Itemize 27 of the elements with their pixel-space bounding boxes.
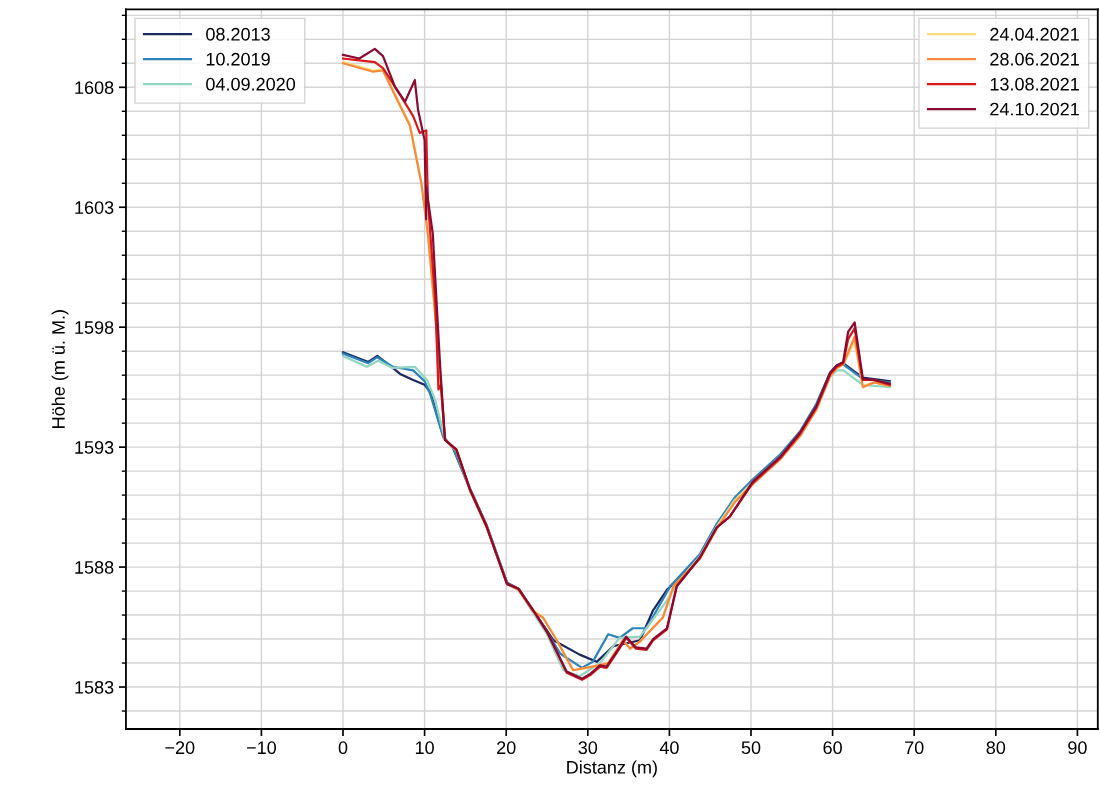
legend-label: 24.10.2021 <box>990 102 1079 116</box>
y-tick-label: 1583 <box>75 680 114 694</box>
y-tick-label: 1598 <box>75 321 114 334</box>
y-tick-label: 1593 <box>75 441 114 454</box>
legend-label: 10.2019 <box>206 52 270 66</box>
legend-label: 04.09.2020 <box>206 77 296 91</box>
x-tick-label: 80 <box>986 741 1006 755</box>
legend-label: 24.04.2021 <box>990 27 1079 41</box>
legend-label: 08.2013 <box>206 27 270 41</box>
x-tick-label: 70 <box>905 741 924 755</box>
x-tick-label: 50 <box>741 741 761 755</box>
x-tick-label: 30 <box>578 741 598 755</box>
x-axis-title: Distanz (m) <box>567 760 657 778</box>
x-tick-label: 10 <box>415 741 434 755</box>
y-tick-label: 1603 <box>75 201 114 214</box>
y-tick-label: 1588 <box>75 561 114 574</box>
legend-label: 13.08.2021 <box>990 77 1079 91</box>
x-tick-label: 20 <box>497 741 516 755</box>
x-tick-label: 0 <box>338 741 348 755</box>
x-tick-label: 40 <box>659 741 679 755</box>
y-axis-title: Höhe (m ü. M.) <box>51 310 69 428</box>
x-tick-label: 90 <box>1068 741 1087 755</box>
y-tick-label: 1608 <box>75 81 114 95</box>
legend-label: 28.06.2021 <box>990 52 1079 66</box>
x-tick-label: −10 <box>246 741 277 755</box>
x-tick-label: −20 <box>165 741 195 755</box>
x-tick-label: 60 <box>823 741 842 755</box>
